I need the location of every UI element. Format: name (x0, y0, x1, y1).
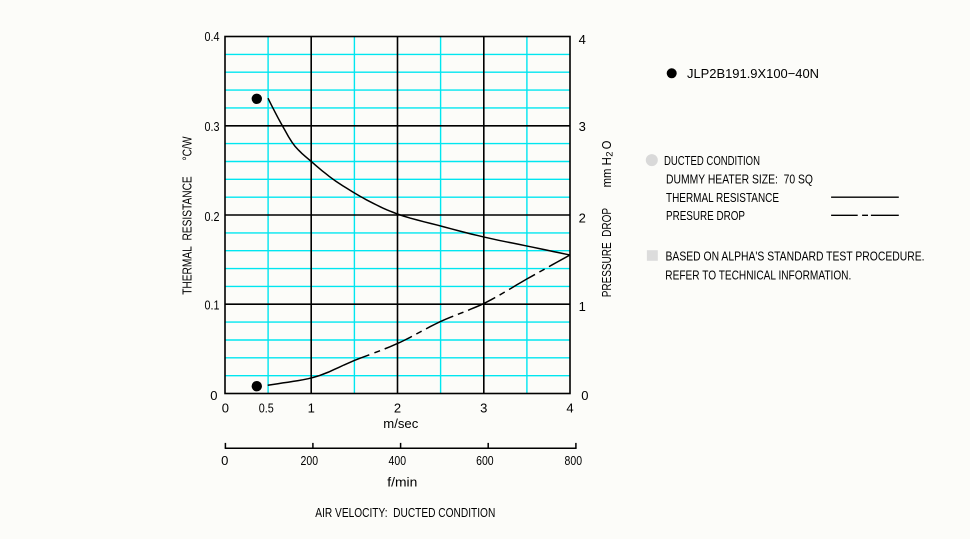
svg-text:0.1: 0.1 (205, 298, 220, 313)
svg-text:1: 1 (579, 299, 586, 314)
svg-text:0: 0 (210, 388, 217, 403)
svg-text:0: 0 (581, 388, 588, 403)
svg-text:°C/W: °C/W (180, 136, 195, 161)
svg-text:f/min: f/min (387, 475, 417, 490)
svg-text:BASED ON ALPHA'S STANDARD TEST: BASED ON ALPHA'S STANDARD TEST PROCEDURE… (666, 248, 925, 263)
svg-text:O: O (599, 141, 614, 150)
svg-text:0.5: 0.5 (259, 400, 274, 415)
svg-text:DUCTED CONDITION: DUCTED CONDITION (664, 153, 760, 168)
svg-text:PRESURE DROP: PRESURE DROP (666, 208, 745, 223)
svg-text:0.3: 0.3 (205, 119, 220, 134)
svg-text:200: 200 (301, 453, 319, 468)
svg-text:3: 3 (480, 400, 487, 415)
svg-text:0: 0 (222, 400, 229, 415)
svg-text:REFER TO TECHNICAL INFORMATION: REFER TO TECHNICAL INFORMATION. (665, 267, 851, 282)
svg-text:m/sec: m/sec (383, 416, 419, 431)
svg-text:mm H: mm H (599, 157, 614, 187)
svg-text:4: 4 (579, 32, 586, 47)
svg-text:2: 2 (605, 152, 616, 157)
svg-text:1: 1 (308, 400, 315, 415)
svg-text:400: 400 (389, 453, 407, 468)
svg-text:800: 800 (565, 453, 583, 468)
svg-text:0: 0 (221, 453, 228, 468)
svg-text:4: 4 (566, 400, 573, 415)
svg-text:THERMAL RESISTANCE: THERMAL RESISTANCE (666, 190, 779, 205)
svg-text:JLP2B191.9X100−40N: JLP2B191.9X100−40N (687, 66, 819, 81)
svg-text:2: 2 (579, 211, 586, 226)
svg-text:3: 3 (579, 119, 586, 134)
svg-text:0.2: 0.2 (205, 209, 220, 224)
svg-text:AIR VELOCITY: DUCTED CONDITIO: AIR VELOCITY: DUCTED CONDITION (315, 505, 495, 520)
svg-text:600: 600 (476, 453, 494, 468)
svg-text:THERMAL RESISTANCE: THERMAL RESISTANCE (180, 176, 195, 295)
svg-text:PRESSURE DROP: PRESSURE DROP (599, 208, 614, 297)
svg-text:0.4: 0.4 (205, 29, 220, 44)
svg-text:2: 2 (394, 400, 401, 415)
svg-text:DUMMY HEATER SIZE: 70 SQ: DUMMY HEATER SIZE: 70 SQ (666, 171, 813, 186)
